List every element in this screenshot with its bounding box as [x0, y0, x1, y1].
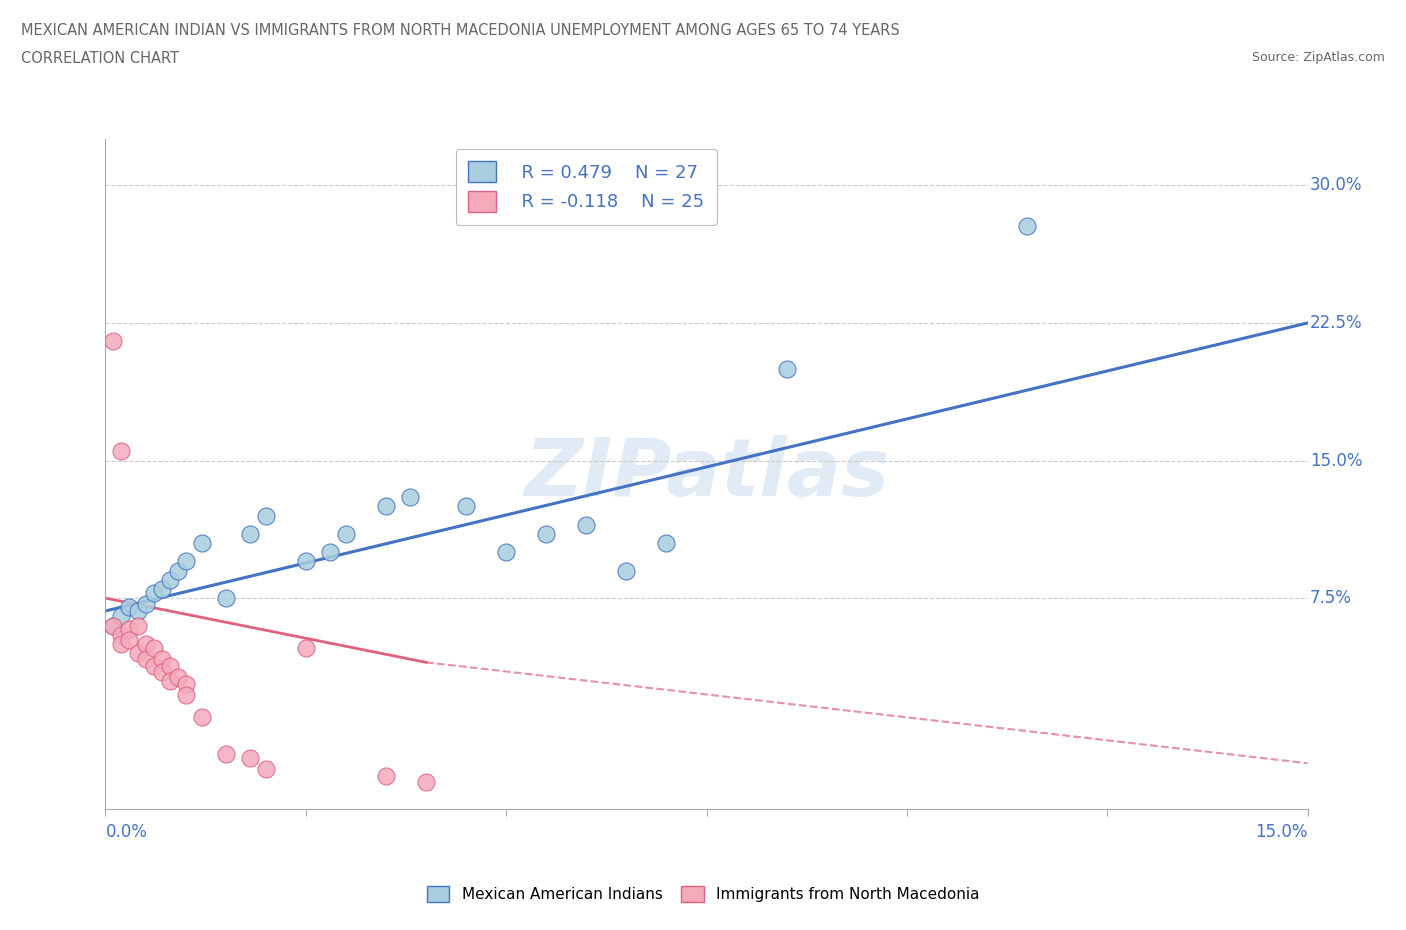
Point — [103, 618, 125, 633]
Point — [190, 710, 212, 724]
Text: Source: ZipAtlas.com: Source: ZipAtlas.com — [1251, 51, 1385, 64]
Point — [118, 633, 141, 648]
Point — [110, 609, 132, 624]
Text: 15.0%: 15.0% — [1256, 823, 1308, 841]
Point — [254, 508, 277, 523]
Point — [534, 526, 557, 541]
Point — [239, 751, 262, 765]
Text: 15.0%: 15.0% — [1310, 452, 1362, 470]
Point — [135, 636, 157, 651]
Point — [118, 622, 141, 637]
Point — [295, 640, 318, 655]
Legend:   R = 0.479    N = 27,   R = -0.118    N = 25: R = 0.479 N = 27, R = -0.118 N = 25 — [456, 149, 717, 224]
Point — [142, 640, 165, 655]
Point — [142, 658, 165, 673]
Point — [190, 536, 212, 551]
Point — [127, 645, 149, 660]
Point — [166, 670, 188, 684]
Text: 30.0%: 30.0% — [1310, 177, 1362, 194]
Point — [655, 536, 678, 551]
Point — [110, 444, 132, 458]
Point — [174, 677, 197, 692]
Point — [150, 664, 173, 679]
Point — [110, 628, 132, 643]
Point — [374, 499, 398, 514]
Point — [103, 334, 125, 349]
Point — [166, 564, 188, 578]
Point — [374, 768, 398, 783]
Point — [103, 618, 125, 633]
Point — [159, 673, 181, 688]
Point — [319, 545, 342, 560]
Point — [616, 564, 638, 578]
Point — [335, 526, 357, 541]
Point — [135, 596, 157, 611]
Point — [214, 747, 236, 762]
Point — [295, 554, 318, 569]
Point — [174, 688, 197, 703]
Point — [118, 600, 141, 615]
Text: 22.5%: 22.5% — [1310, 314, 1362, 332]
Point — [174, 554, 197, 569]
Point — [110, 636, 132, 651]
Text: MEXICAN AMERICAN INDIAN VS IMMIGRANTS FROM NORTH MACEDONIA UNEMPLOYMENT AMONG AG: MEXICAN AMERICAN INDIAN VS IMMIGRANTS FR… — [21, 23, 900, 38]
Point — [254, 762, 277, 777]
Legend: Mexican American Indians, Immigrants from North Macedonia: Mexican American Indians, Immigrants fro… — [420, 880, 986, 909]
Point — [575, 517, 598, 532]
Point — [127, 604, 149, 618]
Point — [239, 526, 262, 541]
Point — [415, 774, 437, 789]
Text: CORRELATION CHART: CORRELATION CHART — [21, 51, 179, 66]
Point — [127, 618, 149, 633]
Point — [159, 572, 181, 587]
Point — [776, 362, 799, 377]
Point — [454, 499, 477, 514]
Text: 7.5%: 7.5% — [1310, 589, 1351, 607]
Text: ZIPatlas: ZIPatlas — [524, 435, 889, 513]
Point — [399, 490, 422, 505]
Point — [159, 658, 181, 673]
Point — [495, 545, 517, 560]
Point — [214, 591, 236, 605]
Point — [142, 585, 165, 600]
Point — [150, 651, 173, 666]
Point — [150, 581, 173, 596]
Point — [135, 651, 157, 666]
Text: 0.0%: 0.0% — [105, 823, 148, 841]
Point — [1017, 219, 1039, 233]
